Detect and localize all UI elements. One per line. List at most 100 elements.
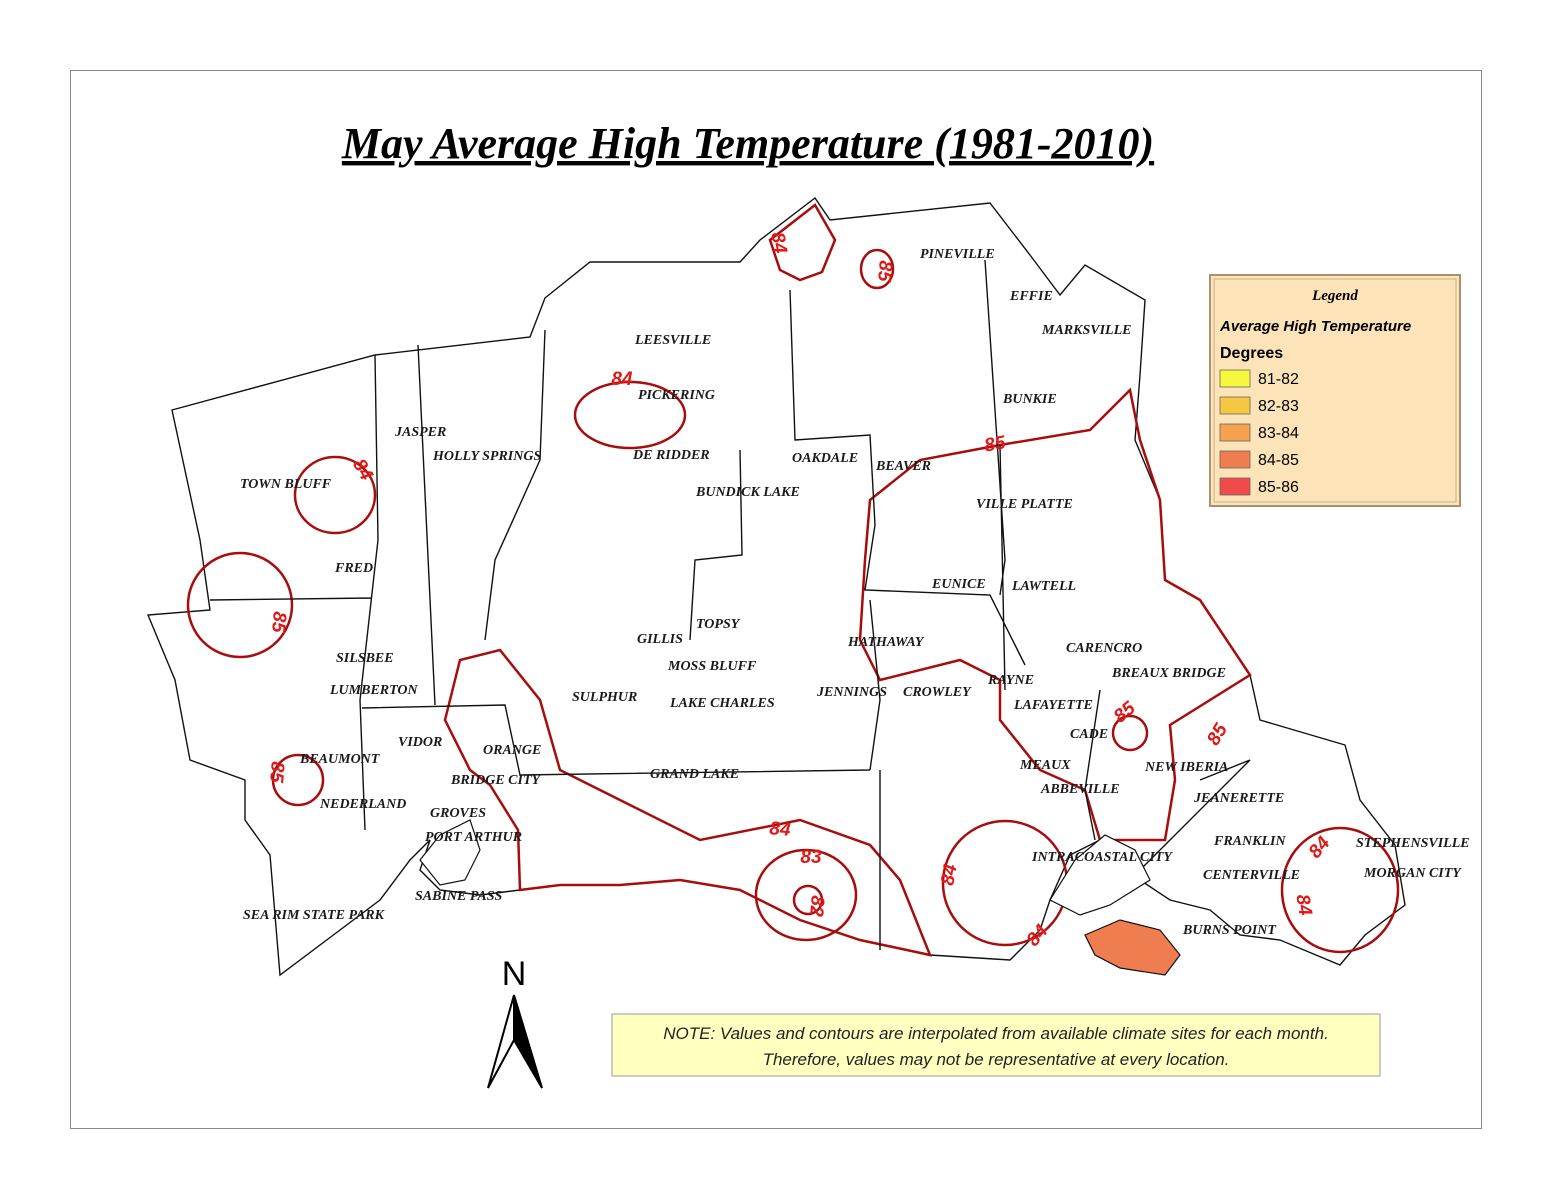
city-label: BREAUX BRIDGE (1111, 666, 1226, 681)
legend-swatch (1219, 396, 1251, 415)
city-label: TOPSY (696, 617, 741, 632)
contour-label: 85 (267, 611, 290, 634)
north-arrow: N (487, 955, 543, 1089)
contour-label: 85 (873, 260, 896, 283)
contour-label: 84 (769, 818, 792, 841)
contour-label: 83 (800, 847, 822, 868)
city-label: BUNKIE (1002, 392, 1057, 407)
city-label: TOWN BLUFF (240, 477, 332, 492)
city-label: EUNICE (931, 577, 986, 592)
city-label: CARENCRO (1066, 641, 1142, 656)
legend-items: 81-82 82-83 83-84 84-85 85-86 (1219, 369, 1299, 496)
city-label: GRAND LAKE (650, 767, 739, 782)
city-label: BEAVER (875, 459, 931, 474)
region-83-84 (293, 455, 377, 535)
region-83-84 (443, 648, 933, 957)
contour-label: 84 (937, 862, 961, 887)
north-label: N (502, 955, 527, 993)
county-lines (209, 259, 1251, 950)
city-label: LEESVILLE (634, 333, 711, 348)
city-label: BURNS POINT (1182, 923, 1277, 938)
city-label: MARKSVILLE (1041, 323, 1131, 338)
city-label: SABINE PASS (415, 889, 502, 904)
contour-label: 85 (983, 432, 1008, 456)
legend-swatch (1219, 450, 1251, 469)
city-label: PICKERING (638, 388, 715, 403)
city-label: LAFAYETTE (1013, 698, 1093, 713)
city-label: JEANERETTE (1193, 791, 1284, 806)
city-label: CADE (1070, 727, 1108, 742)
city-label: NEW IBERIA (1144, 760, 1228, 775)
city-label: GROVES (430, 806, 486, 821)
city-label: SILSBEE (336, 651, 394, 666)
city-label: CENTERVILLE (1203, 868, 1300, 883)
contour-label: 82 (805, 895, 828, 918)
city-label: MEAUX (1019, 758, 1071, 773)
legend-label: 85-86 (1258, 479, 1299, 496)
temperature-regions (146, 196, 1406, 977)
city-label: ABBEVILLE (1040, 782, 1120, 797)
city-label: LAKE CHARLES (669, 696, 775, 711)
contour-label: 85 (265, 761, 288, 784)
note-line: NOTE: Values and contours are interpolat… (663, 1024, 1329, 1043)
city-label: CROWLEY (903, 685, 972, 700)
region-84-85 (146, 196, 1406, 977)
region-83-84 (1280, 826, 1400, 954)
city-label: VIDOR (398, 735, 442, 750)
region-83-84 (1111, 714, 1149, 752)
island (1084, 919, 1181, 976)
city-label: RAYNE (987, 673, 1034, 688)
city-label: OAKDALE (792, 451, 858, 466)
region-85-86 (271, 753, 325, 807)
city-label: JASPER (394, 425, 446, 440)
legend-label: 82-83 (1258, 398, 1299, 415)
city-label: LUMBERTON (329, 683, 419, 698)
legend-inner (1213, 278, 1457, 503)
legend-label: 83-84 (1258, 425, 1299, 442)
legend-box (1209, 274, 1461, 507)
legend-label: 81-82 (1258, 371, 1299, 388)
legend-subtitle: Average High Temperature (1219, 318, 1411, 335)
region-83-84 (573, 380, 687, 450)
city-label: SEA RIM STATE PARK (243, 908, 386, 923)
region-85-86 (859, 248, 895, 290)
contour-label: 84 (1291, 893, 1315, 918)
city-label: VILLE PLATTE (976, 497, 1073, 512)
arrow-right (513, 994, 543, 1089)
city-label: GILLIS (637, 632, 683, 647)
city-label: BRIDGE CITY (450, 773, 542, 788)
city-label: PINEVILLE (920, 247, 995, 262)
note: NOTE: Values and contours are interpolat… (611, 1013, 1381, 1077)
city-label: BUNDICK LAKE (695, 485, 800, 500)
legend-title: Legend (1311, 288, 1358, 304)
city-label: NEDERLAND (319, 797, 406, 812)
region-82-83 (754, 848, 858, 942)
city-label: EFFIE (1009, 289, 1053, 304)
legend-swatch (1219, 477, 1251, 496)
city-label: SULPHUR (572, 690, 637, 705)
city-label: HOLLY SPRINGS (432, 449, 541, 464)
city-label: JENNINGS (816, 685, 887, 700)
city-label: DE RIDDER (632, 448, 710, 463)
city-labels: PINEVILLE EFFIE MARKSVILLE LEESVILLE PICKERI… (240, 247, 1470, 938)
contour-label: 84 (611, 369, 633, 390)
legend-swatch (1219, 423, 1251, 442)
city-label: ORANGE (483, 743, 541, 758)
region-85-86 (186, 551, 294, 659)
legend-unit: Degrees (1220, 345, 1283, 362)
city-label: HATHAWAY (847, 635, 925, 650)
city-label: INTRACOASTAL CITY (1031, 850, 1173, 865)
legend: Legend Average High Temperature Degrees … (1209, 274, 1461, 507)
note-box (611, 1013, 1381, 1077)
city-label: STEPHENSVILLE (1356, 836, 1470, 851)
city-label: MOSS BLUFF (667, 659, 757, 674)
city-label: PORT ARTHUR (425, 830, 522, 845)
note-line: Therefore, values may not be representat… (763, 1050, 1230, 1069)
city-label: LAWTELL (1011, 579, 1076, 594)
contour-label: 84 (766, 231, 790, 256)
legend-swatch (1219, 369, 1251, 388)
region-83-84 (768, 203, 837, 282)
region-85-86 (858, 387, 1252, 842)
